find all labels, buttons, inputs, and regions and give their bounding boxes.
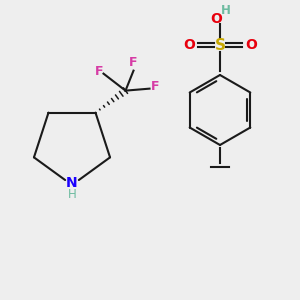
Text: F: F — [95, 65, 104, 78]
Text: N: N — [66, 176, 78, 190]
Text: H: H — [221, 4, 231, 16]
Text: F: F — [151, 80, 160, 93]
Text: F: F — [129, 56, 138, 69]
Text: H: H — [68, 188, 76, 200]
Text: O: O — [245, 38, 257, 52]
Text: S: S — [214, 38, 226, 52]
Text: O: O — [183, 38, 195, 52]
Text: O: O — [210, 12, 222, 26]
